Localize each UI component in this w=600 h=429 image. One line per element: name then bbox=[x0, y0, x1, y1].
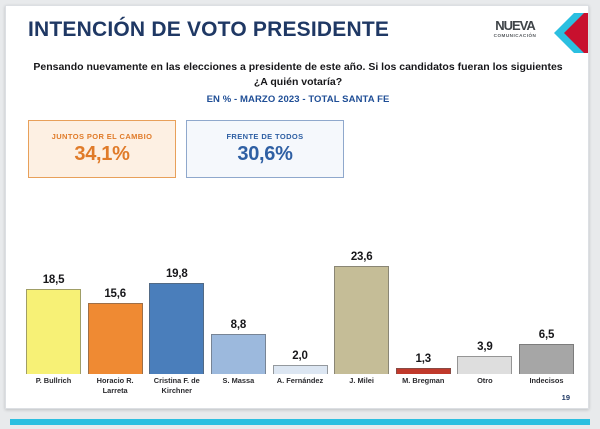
bar-value-label: 8,8 bbox=[230, 319, 247, 331]
page-title: INTENCIÓN DE VOTO PRESIDENTE bbox=[28, 18, 390, 41]
bar-value-label: 6,5 bbox=[538, 329, 555, 341]
logo-name: NUEVA bbox=[495, 18, 536, 33]
bar bbox=[519, 344, 574, 374]
summary-box-frente-de-todos: FRENTE DE TODOS 30,6% bbox=[186, 120, 344, 178]
bar-value-label: 23,6 bbox=[350, 251, 373, 263]
bar-value-label: 3,9 bbox=[477, 341, 493, 353]
bar bbox=[26, 289, 81, 374]
category-axis: P. Bullrich Horacio R. Larreta Cristina F.… bbox=[26, 376, 574, 396]
plot-area: 18,5 15,6 19,8 8,8 2,0 23,6 1,3 3,9 6,5 bbox=[26, 238, 574, 374]
bar-column: 2,0 bbox=[272, 238, 328, 374]
bar-column: 6,5 bbox=[519, 238, 574, 374]
bar-column: 3,9 bbox=[457, 238, 513, 374]
bar-column: 15,6 bbox=[87, 238, 143, 374]
axis-label: P. Bullrich bbox=[35, 376, 72, 385]
axis-label: Horacio R. Larreta bbox=[96, 376, 134, 395]
bar-column: 1,3 bbox=[395, 238, 451, 374]
slide-frame: INTENCIÓN DE VOTO PRESIDENTE NUEVA COMUN… bbox=[5, 5, 589, 409]
bar bbox=[457, 356, 513, 374]
question-block: Pensando nuevamente en las elecciones a … bbox=[6, 60, 588, 105]
bar-column: 19,8 bbox=[149, 238, 205, 374]
chart-subtitle: EN % - MARZO 2023 - TOTAL SANTA FE bbox=[206, 93, 390, 105]
bar-value-label: 2,0 bbox=[292, 350, 308, 362]
bar bbox=[149, 283, 205, 374]
axis-label: A. Fernández bbox=[276, 376, 324, 385]
axis-label: Indecisos bbox=[529, 376, 564, 385]
coalition-summary-row: JUNTOS POR EL CAMBIO 34,1% FRENTE DE TOD… bbox=[28, 120, 344, 178]
question-text: Pensando nuevamente en las elecciones a … bbox=[33, 61, 563, 88]
bar-value-label: 15,6 bbox=[104, 288, 126, 300]
summary-value: 34,1% bbox=[74, 143, 130, 165]
bar-value-label: 1,3 bbox=[415, 353, 432, 365]
bar-column: 18,5 bbox=[26, 238, 81, 374]
bar-column: 23,6 bbox=[334, 238, 390, 374]
summary-label: FRENTE DE TODOS bbox=[226, 132, 304, 141]
summary-label: JUNTOS POR EL CAMBIO bbox=[51, 132, 153, 141]
vote-intention-bar-chart: 18,5 15,6 19,8 8,8 2,0 23,6 1,3 3,9 6,5 P. Bullr… bbox=[26, 238, 574, 400]
slide-header: INTENCIÓN DE VOTO PRESIDENTE NUEVA COMUN… bbox=[6, 6, 588, 58]
bar-column: 8,8 bbox=[210, 238, 266, 374]
bar-value-label: 18,5 bbox=[42, 274, 65, 286]
bar bbox=[334, 266, 390, 374]
chevron-left-icon bbox=[554, 13, 588, 53]
bar-value-label: 19,8 bbox=[165, 268, 188, 280]
axis-label: M. Bregman bbox=[402, 376, 445, 385]
bar bbox=[87, 303, 143, 374]
summary-box-juntos-por-el-cambio: JUNTOS POR EL CAMBIO 34,1% bbox=[28, 120, 176, 178]
axis-label: S. Massa bbox=[222, 376, 255, 385]
logo-subtitle: COMUNICACIÓN bbox=[493, 33, 537, 38]
axis-label: Otro bbox=[477, 376, 493, 385]
bar bbox=[210, 334, 266, 374]
summary-value: 30,6% bbox=[237, 143, 293, 165]
axis-label: J. Milei bbox=[349, 376, 374, 385]
brand-logo: NUEVA COMUNICACIÓN bbox=[480, 6, 588, 58]
page-number: 19 bbox=[561, 393, 570, 402]
bar bbox=[272, 365, 328, 374]
bottom-accent-bar bbox=[10, 419, 590, 425]
logo-wordmark: NUEVA COMUNICACIÓN bbox=[482, 19, 548, 39]
axis-label: Cristina F. de Kirchner bbox=[153, 376, 200, 395]
bar bbox=[395, 368, 451, 374]
